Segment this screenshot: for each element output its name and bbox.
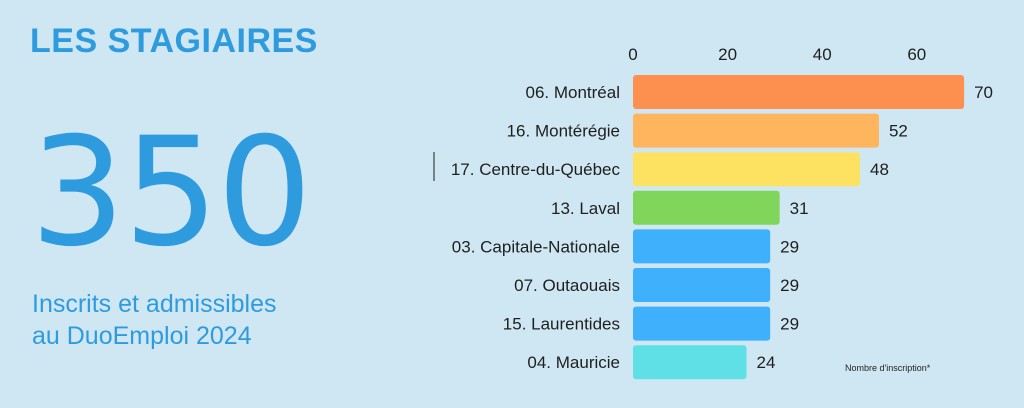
subtitle: Inscrits et admissibles au DuoEmploi 202… [32,288,277,352]
category-label: 16. Montérégie [507,122,620,141]
category-label: 07. Outaouais [514,276,620,295]
value-label: 52 [889,122,908,141]
category-label: 03. Capitale-Nationale [452,237,620,256]
category-label: 13. Laval [551,199,620,218]
x-tick-label: 0 [628,45,637,64]
x-tick-label: 60 [907,45,926,64]
bar [633,75,965,109]
bar [633,345,747,380]
value-label: 29 [780,237,799,256]
bar [633,190,780,225]
category-label: 04. Mauricie [527,353,620,372]
total-count: 350 [30,106,312,280]
category-label: 17. Centre-du-Québec [451,160,621,179]
x-tick-label: 20 [718,45,737,64]
category-label: 06. Montréal [526,83,621,102]
x-tick-label: 40 [813,45,832,64]
bar [633,268,771,302]
value-label: 29 [780,276,799,295]
bar [633,306,771,341]
value-label: 24 [757,353,776,372]
axis-note: Nombre d'inscription* [845,363,931,373]
value-label: 29 [780,315,799,334]
subtitle-line-1: Inscrits et admissibles [32,290,277,318]
bar [633,113,879,148]
bar [633,152,861,187]
bar [633,229,771,264]
value-label: 31 [790,199,809,218]
value-label: 70 [974,83,993,102]
value-label: 48 [870,160,889,179]
category-label: 15. Laurentides [503,315,620,334]
subtitle-line-2: au DuoEmploi 2024 [32,322,252,350]
page-title: LES STAGIAIRES [30,22,318,60]
